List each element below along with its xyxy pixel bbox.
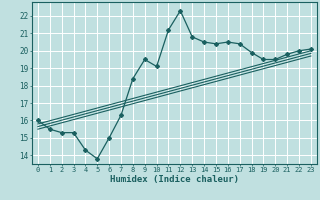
X-axis label: Humidex (Indice chaleur): Humidex (Indice chaleur): [110, 175, 239, 184]
